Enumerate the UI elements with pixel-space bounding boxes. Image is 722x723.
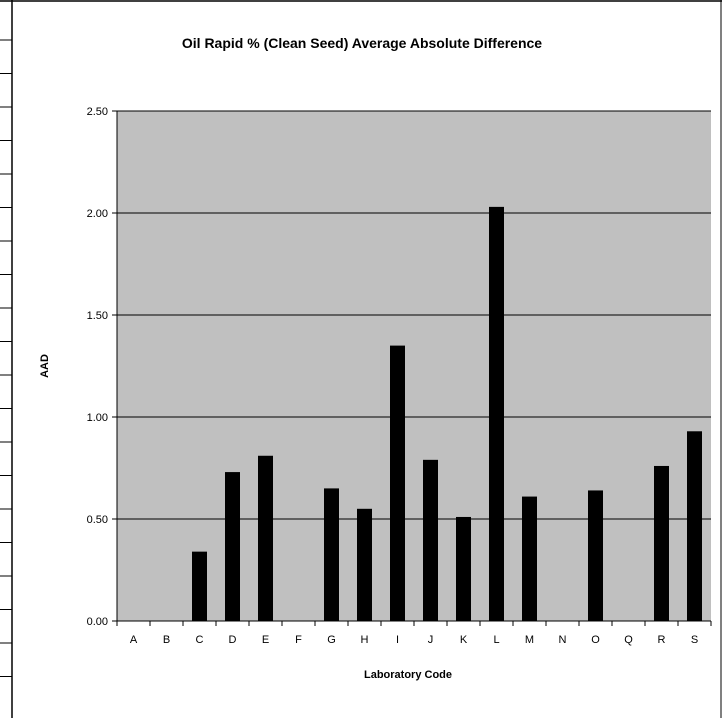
y-tick-label: 2.00 bbox=[87, 208, 108, 220]
x-tick-label: Q bbox=[624, 634, 633, 646]
bar-o bbox=[588, 490, 603, 621]
x-tick-label: A bbox=[130, 634, 138, 646]
x-tick-label: E bbox=[262, 634, 269, 646]
y-tick-label: 0.00 bbox=[87, 616, 108, 628]
x-tick-label: M bbox=[525, 634, 534, 646]
x-tick-label: J bbox=[428, 634, 434, 646]
x-axis-title: Laboratory Code bbox=[364, 669, 452, 681]
x-tick-label: C bbox=[196, 634, 204, 646]
plot-background bbox=[117, 111, 711, 621]
bar-r bbox=[654, 465, 669, 621]
x-tick-label: S bbox=[691, 634, 698, 646]
x-tick-label: N bbox=[559, 634, 567, 646]
plot-group: 0.00 0.50 1.00 1.50 2.00 2.50 A B C D E F G H I J K L M N O Q… bbox=[0, 39, 712, 677]
bar-j bbox=[423, 459, 438, 621]
bar-g bbox=[324, 488, 339, 621]
y-tick-label: 0.50 bbox=[87, 514, 108, 526]
x-tick-label: F bbox=[295, 634, 302, 646]
y-tick-label: 1.50 bbox=[87, 310, 108, 322]
bar-c bbox=[192, 551, 207, 621]
bar-e bbox=[258, 455, 273, 621]
x-tick-label: K bbox=[460, 634, 468, 646]
x-tick-label: G bbox=[327, 634, 336, 646]
bar-s bbox=[687, 431, 702, 621]
bar-d bbox=[225, 472, 240, 621]
x-tick-label: B bbox=[163, 634, 170, 646]
bar-h bbox=[357, 508, 372, 621]
x-tick-label: L bbox=[493, 634, 499, 646]
x-tick-label: D bbox=[229, 634, 237, 646]
y-axis-title: AAD bbox=[39, 354, 51, 378]
bar-k bbox=[456, 516, 471, 621]
x-tick-label: R bbox=[658, 634, 666, 646]
y-tick-label: 2.50 bbox=[87, 106, 108, 118]
bar-l bbox=[489, 206, 504, 621]
bar-m bbox=[522, 496, 537, 621]
x-tick-label: H bbox=[361, 634, 369, 646]
y-tick-label: 1.00 bbox=[87, 412, 108, 424]
bar-i bbox=[390, 345, 405, 621]
x-tick-label: I bbox=[396, 634, 399, 646]
x-tick-label: O bbox=[591, 634, 600, 646]
chart-title: Oil Rapid % (Clean Seed) Average Absolut… bbox=[182, 35, 542, 51]
